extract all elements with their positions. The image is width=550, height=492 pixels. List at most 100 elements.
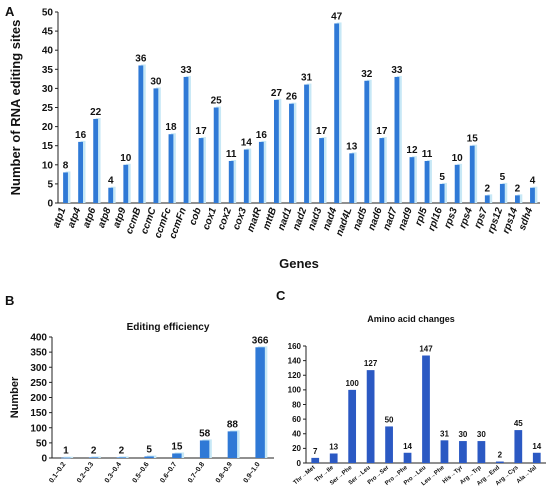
data-label: 14 — [241, 138, 253, 149]
bar — [348, 389, 357, 463]
bar — [273, 99, 279, 203]
bar-shadow — [472, 144, 478, 203]
bar — [422, 355, 430, 463]
category-label: Thr→Met — [293, 465, 317, 486]
bar — [123, 164, 129, 203]
bar-shadow — [63, 456, 74, 458]
data-label: 5 — [146, 444, 152, 455]
data-label: 2 — [485, 183, 491, 194]
bar — [116, 457, 127, 458]
category-label: 0.5~0.6 — [132, 461, 151, 484]
bar-shadow — [91, 456, 101, 458]
data-label: 16 — [75, 130, 87, 141]
bar — [108, 187, 114, 203]
bar — [477, 441, 486, 463]
bar — [61, 457, 71, 459]
data-label: 127 — [364, 359, 378, 368]
bar — [93, 118, 99, 203]
bar — [530, 187, 535, 203]
y-tick-label: 250 — [30, 378, 47, 389]
bar-shadow — [532, 186, 538, 203]
data-label: 31 — [301, 73, 313, 84]
bar-shadow — [261, 140, 267, 203]
y-tick-label: 400 — [30, 333, 47, 344]
y-tick-label: 40 — [42, 46, 54, 57]
y-tick-label: 350 — [30, 348, 47, 359]
y-tick-label: 35 — [42, 65, 54, 76]
bar-shadow — [65, 171, 71, 203]
data-label: 33 — [180, 65, 192, 76]
bar-shadow — [487, 194, 493, 203]
bar-shadow — [155, 87, 161, 203]
data-label: 45 — [514, 419, 523, 428]
chart-editing-sites: 051015202530354045508atp116atp422atp64at… — [8, 8, 540, 271]
bar — [514, 195, 520, 203]
y-tick-label: 200 — [30, 393, 47, 404]
bar — [424, 160, 430, 203]
bar-shadow — [231, 159, 237, 203]
bar-shadow — [366, 79, 372, 203]
y-tick-label: 100 — [288, 386, 302, 395]
data-label: 15 — [467, 134, 479, 145]
category-label: nad9 — [396, 206, 414, 232]
y-tick-label: 50 — [36, 438, 48, 449]
y-tick-label: 30 — [42, 84, 54, 95]
bar-shadow — [216, 106, 222, 203]
bar — [454, 164, 460, 203]
data-label: 13 — [346, 141, 358, 152]
chart-title: Amino acid changes — [367, 314, 455, 324]
data-label: 31 — [440, 429, 449, 438]
y-axis-title: Number — [9, 376, 21, 418]
category-label: 0.6~0.7 — [159, 461, 178, 484]
data-label: 26 — [286, 92, 298, 103]
bar — [258, 141, 264, 203]
y-tick-label: 60 — [292, 415, 301, 424]
data-label: 4 — [108, 176, 114, 187]
y-tick-label: 10 — [42, 160, 54, 171]
data-label: 2 — [515, 183, 521, 194]
category-label: 0.3~0.4 — [104, 461, 123, 484]
bar-shadow — [351, 152, 357, 203]
y-axis-title: Number of RNA editing sites — [8, 20, 23, 196]
chart-editing-efficiency: 0 50 100 150 200 250 300 350 400 1 0.1~0.2 2 0.2~0.3… — [9, 322, 274, 484]
chart-amino-acid-changes: 0204060801001201401607Thr→Met13Thr→Ile10… — [288, 314, 546, 487]
y-tick-label: 100 — [30, 423, 47, 434]
data-label: 30 — [458, 430, 467, 439]
category-label: Ala→Val — [516, 465, 539, 485]
data-label: 36 — [135, 53, 147, 64]
bar-shadow — [276, 98, 282, 203]
y-tick-label: 0 — [47, 199, 53, 210]
bar — [289, 103, 294, 203]
data-label: 7 — [313, 447, 318, 456]
bar-shadow — [306, 83, 312, 203]
y-tick-label: 80 — [292, 400, 301, 409]
data-label: 58 — [199, 428, 211, 439]
bar — [439, 183, 445, 203]
y-tick-label: 120 — [288, 371, 302, 380]
bar — [172, 453, 182, 458]
bar — [199, 440, 210, 458]
panel-label-b: B — [5, 293, 14, 308]
data-label: 47 — [331, 11, 343, 22]
y-tick-label: 25 — [42, 103, 54, 114]
data-label: 12 — [406, 145, 418, 156]
bar — [213, 107, 219, 203]
data-label: 5 — [439, 172, 445, 183]
bar-shadow — [427, 159, 432, 203]
data-label: 32 — [361, 69, 373, 80]
bar — [499, 183, 505, 203]
data-label: 18 — [165, 122, 177, 133]
bar — [394, 76, 400, 203]
bar-shadow — [442, 182, 448, 203]
bar-shadow — [396, 75, 402, 203]
bar — [144, 456, 154, 458]
bar-shadow — [246, 148, 252, 203]
bar — [484, 195, 490, 203]
bar — [469, 145, 475, 203]
bar-shadow — [412, 156, 417, 203]
data-label: 13 — [329, 442, 338, 451]
bar — [409, 157, 415, 203]
x-axis-title: Genes — [279, 256, 319, 271]
bar — [349, 153, 355, 203]
